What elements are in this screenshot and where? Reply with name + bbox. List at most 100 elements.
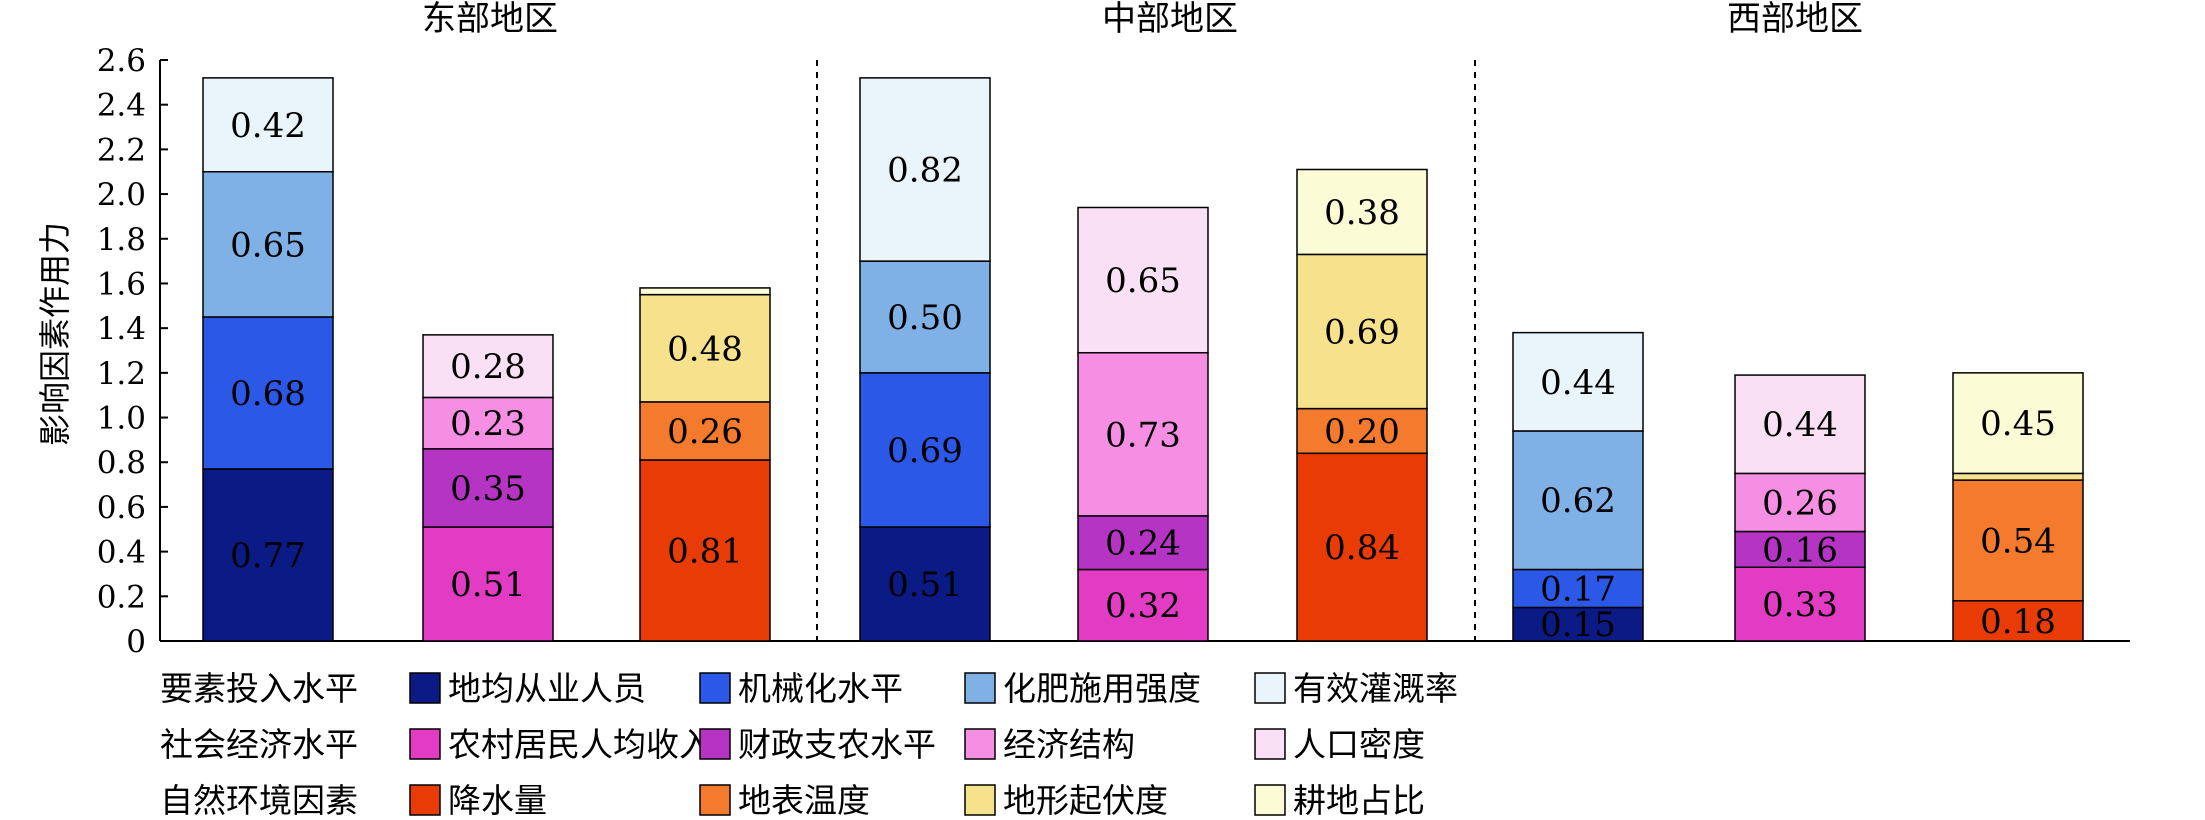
legend-swatch	[699, 728, 731, 760]
y-tick-label: 2.2	[97, 132, 146, 168]
legend-swatch	[1254, 672, 1286, 704]
y-axis: 0 0.2 0.4 0.6 0.8 1.0 1.2 1.4 1.6 1.8 2.0 2.2 2.4 2.6	[97, 43, 168, 660]
bar-segment	[639, 287, 771, 296]
data-label: 0.77	[230, 536, 306, 576]
bar-segment	[1952, 600, 2084, 642]
y-tick-label: 1.2	[97, 356, 146, 392]
y-axis-label: 影响因素作用力	[36, 222, 74, 446]
y-tick-label: 1.8	[97, 222, 146, 258]
legend-group-label: 社会经济水平	[160, 725, 358, 764]
data-label: 0.17	[1540, 569, 1616, 609]
legend-swatch	[699, 784, 731, 816]
legend-item-label: 化肥施用强度	[1003, 669, 1201, 708]
legend-item-label: 有效灌溉率	[1293, 669, 1458, 708]
legend-group-label: 自然环境因素	[160, 781, 358, 820]
data-label: 0.54	[1980, 521, 2056, 561]
bar-segment	[1077, 568, 1209, 642]
legend-swatch	[1254, 728, 1286, 760]
y-tick-label: 2.4	[97, 88, 146, 124]
plot-area: 0.77 0.68 0.65 0.42 0.51 0.35 0.23 0.28 0.81 0.26…	[160, 60, 2130, 645]
bar-segment	[422, 334, 554, 399]
bar-segment	[422, 396, 554, 450]
legend-item-label: 地均从业人员	[448, 669, 646, 708]
data-label: 0.82	[887, 150, 963, 190]
data-label: 0.65	[230, 225, 306, 265]
bar-segment	[1952, 372, 2084, 475]
bar-segment	[202, 77, 334, 173]
bar-segment	[1077, 351, 1209, 517]
data-label: 0.45	[1980, 404, 2056, 444]
legend-swatch	[964, 728, 996, 760]
bar-segment	[859, 77, 991, 262]
data-label: 0.20	[1324, 412, 1400, 452]
bar-segment	[1077, 206, 1209, 354]
bar-segment	[1952, 479, 2084, 602]
bar-segment	[1734, 530, 1866, 569]
bar-stack: 0.77 0.68 0.65 0.42	[202, 77, 334, 642]
region-title: 中部地区	[1102, 0, 1238, 39]
y-tick-label: 0	[126, 624, 146, 660]
bar-segment	[1296, 253, 1428, 410]
bar-stack: 0.51 0.35 0.23 0.28	[422, 334, 554, 642]
data-label: 0.23	[450, 404, 526, 444]
data-label: 0.26	[1762, 483, 1838, 523]
data-label: 0.32	[1105, 586, 1181, 626]
legend-item-label: 人口密度	[1293, 725, 1425, 764]
bar-segment	[1296, 168, 1428, 256]
bar-segment	[422, 448, 554, 528]
legend-group-label: 要素投入水平	[160, 669, 358, 708]
legend-swatch	[964, 784, 996, 816]
data-label: 0.50	[887, 298, 963, 338]
y-tick-label: 1.0	[97, 401, 146, 437]
bar-stack: 0.51 0.69 0.50 0.82	[859, 77, 991, 642]
bar-segment	[202, 468, 334, 642]
data-label: 0.48	[667, 329, 743, 369]
data-label: 0.33	[1762, 585, 1838, 625]
legend-swatch	[964, 672, 996, 704]
bar-segment	[202, 170, 334, 318]
legend-item-label: 经济结构	[1003, 725, 1135, 764]
bar-segment	[1734, 374, 1866, 475]
bar-segment	[639, 293, 771, 403]
bar-segment	[1952, 472, 2084, 481]
data-label: 0.24	[1105, 524, 1181, 564]
bar-stack: 0.18 0.54 0.45	[1952, 372, 2084, 642]
data-label: 0.51	[450, 565, 526, 605]
data-label: 0.15	[1540, 605, 1616, 645]
data-label: 0.16	[1762, 530, 1838, 570]
data-label: 0.84	[1324, 528, 1400, 568]
bar-segment	[1077, 515, 1209, 571]
data-label: 0.35	[450, 469, 526, 509]
bar-segment	[1512, 430, 1644, 571]
y-tick-label: 0.6	[97, 490, 146, 526]
y-tick-label: 1.6	[97, 266, 146, 302]
bar-stack: 0.32 0.24 0.73 0.65	[1077, 206, 1209, 642]
bar-stack: 0.33 0.16 0.26 0.44	[1734, 374, 1866, 642]
legend-swatch	[409, 728, 441, 760]
data-label: 0.38	[1324, 193, 1400, 233]
region-title: 西部地区	[1727, 0, 1863, 39]
bar-segment	[859, 372, 991, 528]
data-label: 0.69	[1324, 313, 1400, 353]
bar-segment	[859, 526, 991, 642]
y-tick-label: 0.4	[97, 535, 146, 571]
data-label: 0.44	[1762, 405, 1838, 445]
legend-item-label: 机械化水平	[738, 669, 903, 708]
data-label: 0.44	[1540, 363, 1616, 403]
bar-stack: 0.81 0.26 0.48	[639, 287, 771, 642]
legend-swatch	[1254, 784, 1286, 816]
legend-item-label: 地表温度	[738, 781, 870, 820]
data-label: 0.28	[450, 347, 526, 387]
legend-item-label: 地形起伏度	[1003, 781, 1168, 820]
region-titles: 东部地区 中部地区 西部地区	[422, 0, 1863, 39]
data-label: 0.18	[1980, 602, 2056, 642]
data-label: 0.69	[887, 431, 963, 471]
bar-segment	[422, 526, 554, 642]
data-label: 0.65	[1105, 261, 1181, 301]
y-tick-label: 2.0	[97, 177, 146, 213]
legend-swatch	[409, 672, 441, 704]
data-label: 0.42	[230, 106, 306, 146]
data-label: 0.73	[1105, 415, 1181, 455]
